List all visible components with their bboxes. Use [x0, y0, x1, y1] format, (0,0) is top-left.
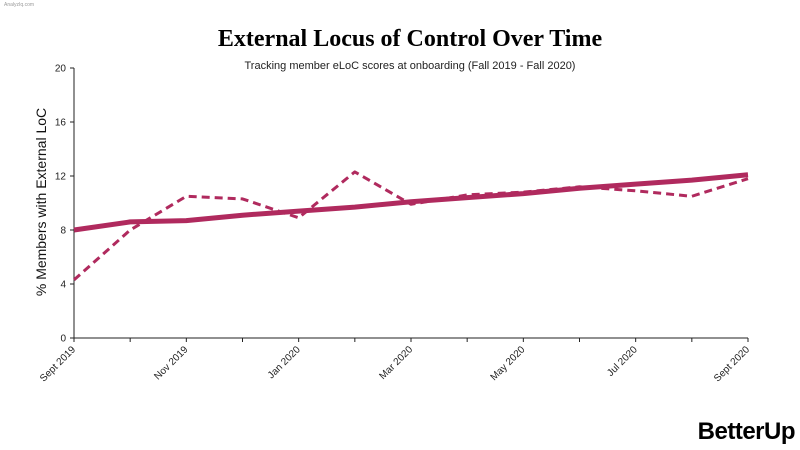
chart-title: External Locus of Control Over Time — [217, 26, 603, 52]
chart-subtitle: Tracking member eLoC scores at onboardin… — [244, 60, 576, 72]
x-tick-label: Jan 2020 — [266, 344, 303, 381]
y-tick-label: 4 — [60, 280, 66, 291]
y-tick-label: 12 — [55, 172, 67, 183]
solid-trend-line — [73, 172, 749, 233]
x-tick-label: Sept 2020 — [712, 344, 752, 384]
x-tick-label: Jul 2020 — [605, 344, 640, 379]
x-tick-label: Sept 2019 — [38, 344, 78, 384]
x-tick-label: Nov 2019 — [152, 344, 190, 382]
y-tick-label: 20 — [55, 64, 67, 75]
y-tick-label: 8 — [60, 226, 66, 237]
watermark-text: AnalyzIq.com — [4, 2, 35, 8]
betterup-logo: BetterUp — [697, 418, 796, 445]
x-tick-label: May 2020 — [489, 344, 528, 383]
y-tick-label: 0 — [60, 334, 66, 345]
y-tick-label: 16 — [55, 118, 67, 129]
x-tick-label: Mar 2020 — [377, 344, 415, 382]
dashed-series-line — [73, 170, 749, 282]
